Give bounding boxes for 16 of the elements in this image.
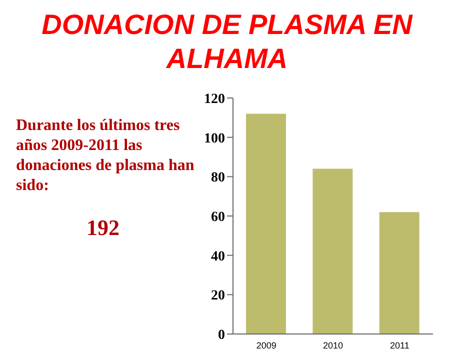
y-tick-label: 80 [211, 170, 225, 186]
bar [312, 168, 353, 334]
bar [246, 114, 286, 334]
y-tick-label: 20 [211, 288, 225, 304]
chart-title: DONACION DE PLASMA EN ALHAMA [40, 8, 414, 76]
y-tick-label: 60 [211, 210, 225, 225]
y-tick-label: 40 [211, 249, 225, 264]
x-tick-label: 2010 [322, 340, 344, 350]
y-tick-label: 100 [204, 131, 225, 146]
y-tick-label: 120 [204, 92, 225, 107]
x-tick-label: 2011 [390, 340, 410, 350]
y-tick-label: 0 [218, 328, 225, 343]
bar [379, 212, 420, 334]
text: Durante los últimos tres años 2009-2011 las donaciones de plasma han sido: [15, 116, 196, 196]
text: 192 [86, 215, 120, 240]
x-tick-label: 2009 [256, 340, 276, 350]
